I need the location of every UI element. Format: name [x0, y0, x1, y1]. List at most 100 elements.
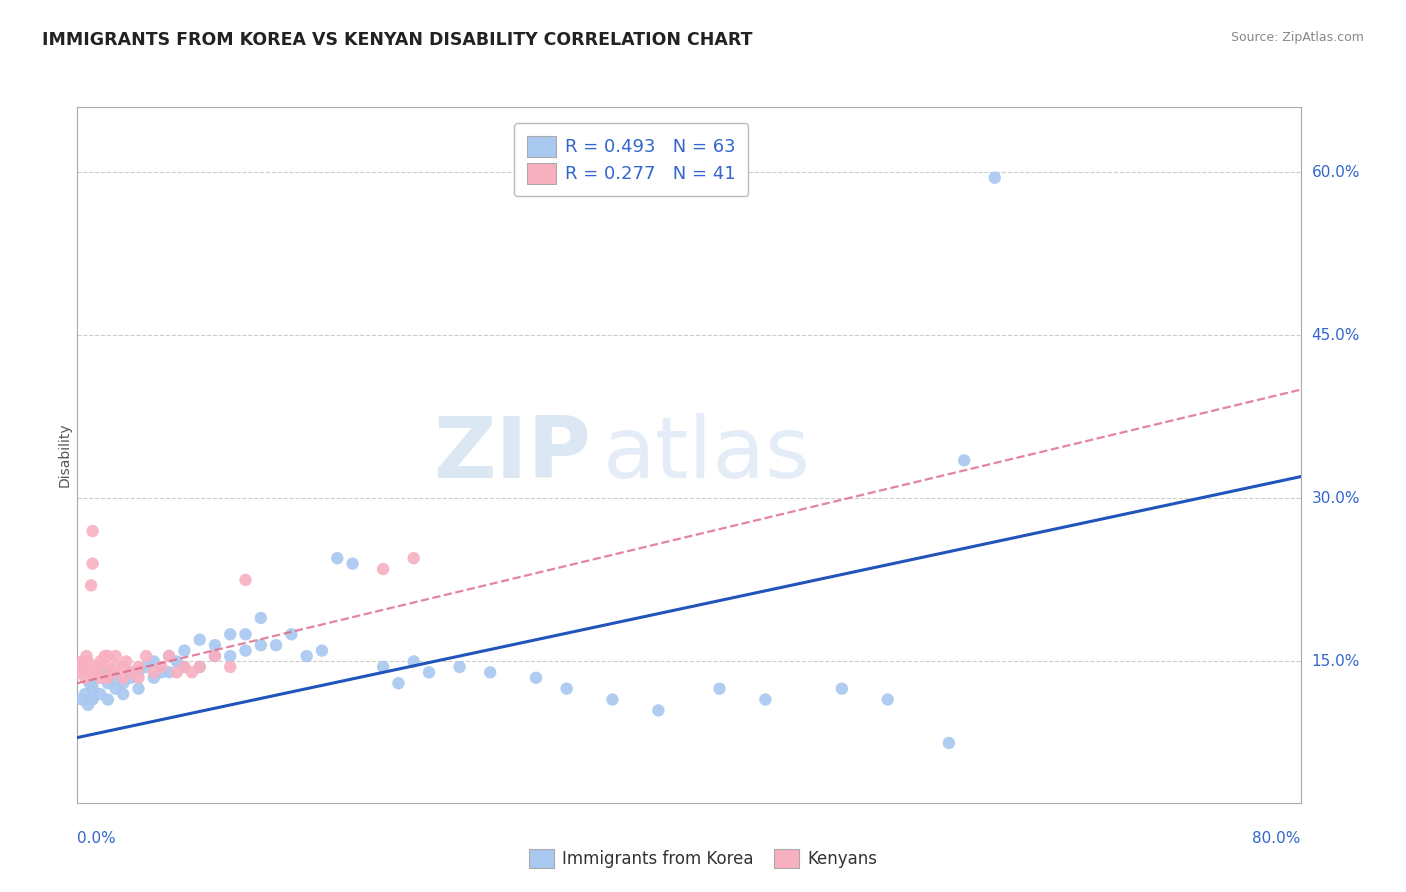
- Point: [72, 660, 94, 674]
- Text: 0.0%: 0.0%: [77, 830, 117, 846]
- Point: [235, 573, 257, 587]
- Point: [235, 627, 257, 641]
- Point: [82, 676, 104, 690]
- Point: [97, 660, 120, 674]
- Point: [342, 557, 364, 571]
- Point: [104, 671, 127, 685]
- Text: 45.0%: 45.0%: [1312, 328, 1360, 343]
- Point: [204, 648, 226, 663]
- Point: [157, 648, 180, 663]
- Point: [418, 665, 440, 680]
- Point: [876, 692, 898, 706]
- Point: [120, 665, 142, 680]
- Point: [127, 681, 149, 696]
- Point: [142, 671, 165, 685]
- Point: [77, 698, 100, 712]
- Point: [188, 632, 211, 647]
- Point: [82, 524, 104, 538]
- Point: [173, 643, 195, 657]
- Point: [602, 692, 624, 706]
- Point: [82, 557, 104, 571]
- Point: [166, 665, 188, 680]
- Point: [219, 648, 242, 663]
- Point: [76, 648, 98, 663]
- Point: [89, 665, 111, 680]
- Point: [67, 665, 90, 680]
- Point: [115, 655, 138, 669]
- Point: [80, 578, 103, 592]
- Point: [250, 611, 273, 625]
- Point: [97, 692, 120, 706]
- Point: [555, 681, 578, 696]
- Point: [135, 648, 157, 663]
- Point: [173, 660, 195, 674]
- Point: [235, 643, 257, 657]
- Point: [754, 692, 776, 706]
- Point: [402, 655, 425, 669]
- Point: [173, 660, 195, 674]
- Point: [479, 665, 502, 680]
- Point: [89, 671, 111, 685]
- Point: [142, 665, 165, 680]
- Point: [120, 665, 142, 680]
- Point: [831, 681, 853, 696]
- Point: [89, 687, 111, 701]
- Point: [219, 627, 242, 641]
- Point: [219, 660, 242, 674]
- Point: [112, 660, 135, 674]
- Point: [127, 665, 149, 680]
- Point: [449, 660, 471, 674]
- Text: 30.0%: 30.0%: [1312, 491, 1360, 506]
- Point: [984, 170, 1007, 185]
- Point: [938, 736, 960, 750]
- Point: [84, 665, 107, 680]
- Point: [280, 627, 302, 641]
- Point: [166, 655, 188, 669]
- Point: [647, 703, 669, 717]
- Point: [120, 671, 142, 685]
- Point: [80, 692, 103, 706]
- Point: [135, 660, 157, 674]
- Point: [73, 687, 96, 701]
- Point: [250, 638, 273, 652]
- Point: [112, 687, 135, 701]
- Point: [157, 665, 180, 680]
- Y-axis label: Disability: Disability: [58, 423, 72, 487]
- Point: [97, 671, 120, 685]
- Point: [204, 648, 226, 663]
- Point: [264, 638, 287, 652]
- Point: [150, 660, 173, 674]
- Text: 80.0%: 80.0%: [1253, 830, 1301, 846]
- Point: [326, 551, 349, 566]
- Point: [104, 660, 127, 674]
- Point: [100, 665, 122, 680]
- Point: [77, 655, 100, 669]
- Point: [709, 681, 731, 696]
- Legend: R = 0.493   N = 63, R = 0.277   N = 41: R = 0.493 N = 63, R = 0.277 N = 41: [515, 123, 748, 196]
- Point: [188, 660, 211, 674]
- Text: atlas: atlas: [603, 413, 811, 497]
- Point: [97, 665, 120, 680]
- Point: [387, 676, 409, 690]
- Point: [82, 681, 104, 696]
- Text: IMMIGRANTS FROM KOREA VS KENYAN DISABILITY CORRELATION CHART: IMMIGRANTS FROM KOREA VS KENYAN DISABILI…: [42, 31, 752, 49]
- Point: [402, 551, 425, 566]
- Point: [70, 692, 93, 706]
- Point: [188, 660, 211, 674]
- Point: [104, 681, 127, 696]
- Point: [295, 648, 318, 663]
- Point: [371, 660, 394, 674]
- Point: [79, 676, 101, 690]
- Point: [89, 655, 111, 669]
- Point: [82, 692, 104, 706]
- Point: [104, 648, 127, 663]
- Point: [953, 453, 976, 467]
- Point: [142, 655, 165, 669]
- Point: [73, 671, 96, 685]
- Point: [157, 648, 180, 663]
- Point: [94, 648, 117, 663]
- Point: [127, 660, 149, 674]
- Point: [204, 638, 226, 652]
- Text: ZIP: ZIP: [433, 413, 591, 497]
- Text: Source: ZipAtlas.com: Source: ZipAtlas.com: [1230, 31, 1364, 45]
